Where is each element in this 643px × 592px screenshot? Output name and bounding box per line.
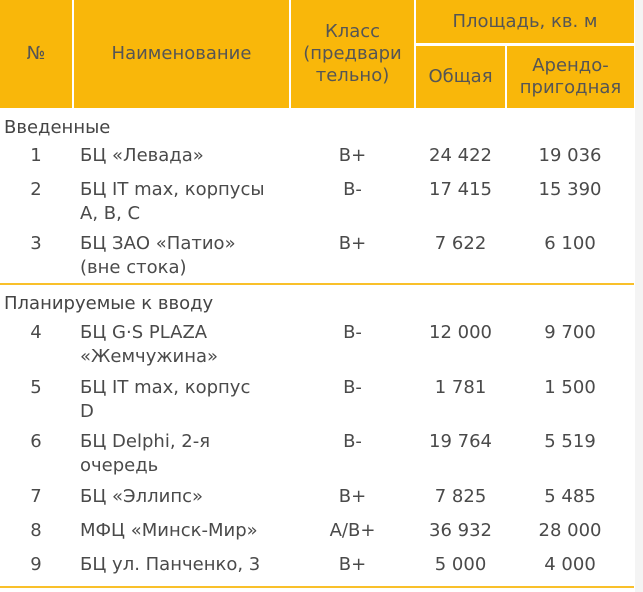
header-leasable-line: пригодная [519,77,622,98]
row-num: 4 [30,322,42,343]
row-leasable: 1 500 [544,377,596,398]
row-total: 24 422 [429,145,492,166]
row-num: 8 [30,520,42,541]
header-class-line: тельно) [315,65,390,86]
row-num: 6 [30,431,42,452]
section-divider [0,283,634,285]
row-total: 17 415 [429,179,492,200]
row-class: B+ [338,233,367,254]
row-name: БЦ «Эллипс» [80,486,204,507]
row-name: БЦ Delphi, 2-я очередь [80,431,211,476]
row-leasable: 5 519 [544,431,596,452]
row-num: 1 [30,145,42,166]
row-leasable: 6 100 [544,233,596,254]
row-num: 5 [30,377,42,398]
header-num: № [0,0,72,108]
row-num: 2 [30,179,42,200]
header-name: Наименование [74,0,289,108]
row-class: B+ [338,145,367,166]
row-class: B+ [338,486,367,507]
row-class: A/B+ [329,520,376,541]
row-class: B- [343,179,362,200]
header-leasable-line: Арендо- [532,55,609,76]
row-class: B- [343,322,362,343]
section-title: Планируемые к вводу [4,293,214,314]
row-leasable: 5 485 [544,486,596,507]
row-total: 12 000 [429,322,492,343]
row-total: 5 000 [434,554,487,575]
row-total: 7 622 [434,233,487,254]
row-num: 3 [30,233,42,254]
section-title: Введенные [4,117,111,138]
row-num: 9 [30,554,42,575]
header-class-line: Класс [324,21,381,42]
table-bottom-rule [0,586,634,588]
row-total: 19 764 [429,431,492,452]
row-class: B+ [338,554,367,575]
row-class: B- [343,377,362,398]
header-area: Площадь, кв. м [416,0,634,43]
row-name: БЦ ул. Панченко, 3 [80,554,261,575]
row-name: БЦ IT max, корпус D [80,377,251,422]
row-total: 36 932 [429,520,492,541]
row-leasable: 28 000 [538,520,602,541]
row-leasable: 4 000 [544,554,596,575]
row-total: 1 781 [434,377,487,398]
row-name: БЦ IT max, корпусы A, B, C [80,179,265,224]
row-name: БЦ ЗАО «Патио» (вне стока) [80,233,236,278]
row-num: 7 [30,486,42,507]
table-header: № Наименование Класс (предвари тельно) П… [0,0,635,108]
header-leasable: Арендо- пригодная [507,46,634,108]
row-leasable: 15 390 [538,179,602,200]
row-name: БЦ G·S PLAZA «Жемчужина» [80,322,219,367]
header-total: Общая [416,46,505,108]
header-class: Класс (предвари тельно) [291,0,414,108]
row-leasable: 9 700 [544,322,596,343]
row-class: B- [343,431,362,452]
row-leasable: 19 036 [538,145,602,166]
header-class-line: (предвари [303,43,402,64]
row-total: 7 825 [434,486,487,507]
row-name: МФЦ «Минск-Мир» [80,520,258,541]
row-name: БЦ «Левада» [80,145,204,166]
